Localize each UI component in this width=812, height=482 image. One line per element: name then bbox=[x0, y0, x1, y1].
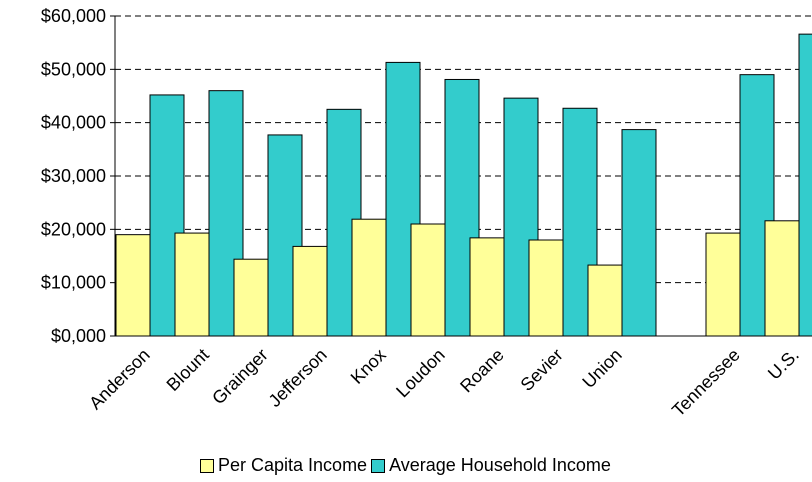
y-axis-ticks: $0,000 $10,000 $20,000 $30,000 $40,000 $50,00… bbox=[41, 6, 115, 346]
y-tick-label: $0,000 bbox=[51, 326, 106, 346]
bar-per-capita bbox=[292, 245, 328, 337]
x-tick-label: Loudon bbox=[392, 345, 449, 402]
x-tick-label: U.S. bbox=[764, 345, 803, 384]
bar-per-capita bbox=[469, 237, 505, 337]
y-tick-label: $20,000 bbox=[41, 219, 106, 239]
legend-swatch-per-capita bbox=[200, 458, 214, 473]
legend-swatch-household bbox=[371, 458, 386, 473]
bar-per-capita bbox=[233, 258, 269, 337]
legend-label-household: Average Household Income bbox=[389, 455, 611, 475]
legend-item-household: Average Household Income bbox=[371, 455, 611, 476]
y-tick-label: $50,000 bbox=[41, 59, 106, 79]
x-tick-label: Roane bbox=[456, 345, 508, 397]
x-tick-label: Tennessee bbox=[668, 345, 744, 421]
y-tick-label: $60,000 bbox=[41, 6, 106, 26]
bar-per-capita bbox=[705, 232, 741, 337]
bar-per-capita bbox=[764, 220, 800, 337]
bar-per-capita bbox=[351, 218, 387, 337]
bar-household bbox=[798, 33, 812, 337]
x-tick-label: Union bbox=[578, 345, 625, 392]
bar-per-capita bbox=[587, 264, 623, 337]
gridlines bbox=[115, 15, 812, 284]
bar-per-capita bbox=[528, 239, 564, 337]
bar-per-capita bbox=[410, 223, 446, 337]
x-tick-label: Anderson bbox=[85, 345, 154, 414]
x-tick-label: Knox bbox=[347, 345, 390, 388]
bars bbox=[115, 33, 812, 337]
bar-per-capita bbox=[174, 232, 210, 337]
legend: Per Capita Income Average Household Inco… bbox=[200, 455, 615, 476]
y-tick-label: $40,000 bbox=[41, 113, 106, 133]
x-tick-label: Blount bbox=[163, 345, 213, 395]
bar-household bbox=[385, 61, 421, 337]
y-tick-label: $30,000 bbox=[41, 166, 106, 186]
bar-household bbox=[621, 129, 657, 337]
x-tick-label: Jefferson bbox=[265, 345, 331, 411]
legend-label-per-capita: Per Capita Income bbox=[218, 455, 368, 475]
y-tick-label: $10,000 bbox=[41, 273, 106, 293]
bar-per-capita bbox=[115, 234, 151, 337]
legend-item-per-capita: Per Capita Income bbox=[200, 455, 367, 476]
x-tick-label: Sevier bbox=[517, 345, 567, 395]
x-tick-label: Grainger bbox=[208, 345, 272, 409]
